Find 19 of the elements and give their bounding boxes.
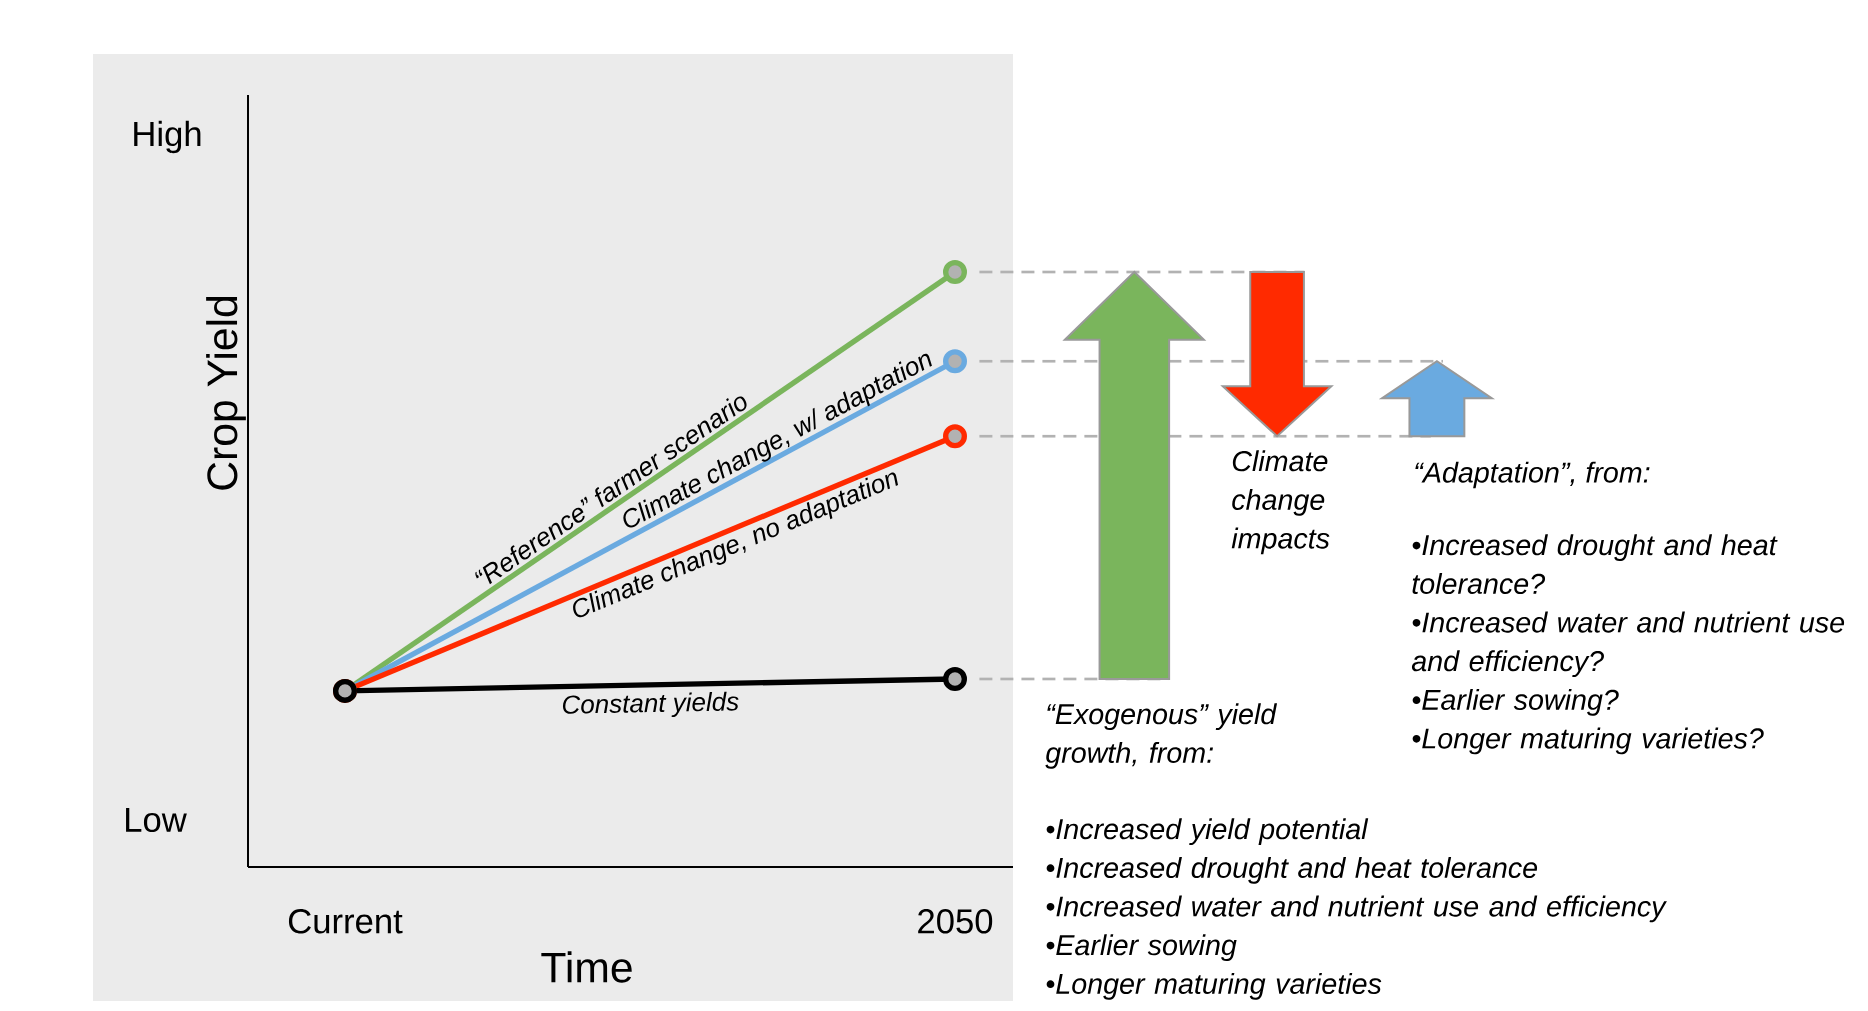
text: “Adaptation”, from: <box>1415 461 1650 489</box>
text: •Longer maturing varieties? <box>1412 727 1764 755</box>
x-tick-label: Current <box>288 909 403 934</box>
text: Climate change impacts <box>1231 450 1330 555</box>
text: •Earlier sowing? <box>1412 688 1619 716</box>
text: •Increased water and nutrient use and efficiency? <box>1411 611 1845 677</box>
x-axis-title: Time <box>541 951 632 983</box>
text: •Longer maturing varieties <box>1046 972 1382 1000</box>
series-label: Constant yields <box>562 691 739 717</box>
text: •Earlier sowing <box>1046 934 1237 961</box>
text: •Increased water and nutrient use and efficiency <box>1046 895 1667 923</box>
x-tick-label: 2050 <box>918 909 993 934</box>
text: •Increased drought and heat tolerance? <box>1412 534 1778 594</box>
text: “Exogenous” yield growth, from: <box>1045 703 1278 769</box>
text: •Increased yield potential <box>1046 818 1369 845</box>
text: High <box>134 120 201 154</box>
y-axis-title: Crop Yield <box>206 296 246 490</box>
text: •Increased drought and heat tolerance <box>1046 856 1538 884</box>
text: Low <box>126 807 187 833</box>
